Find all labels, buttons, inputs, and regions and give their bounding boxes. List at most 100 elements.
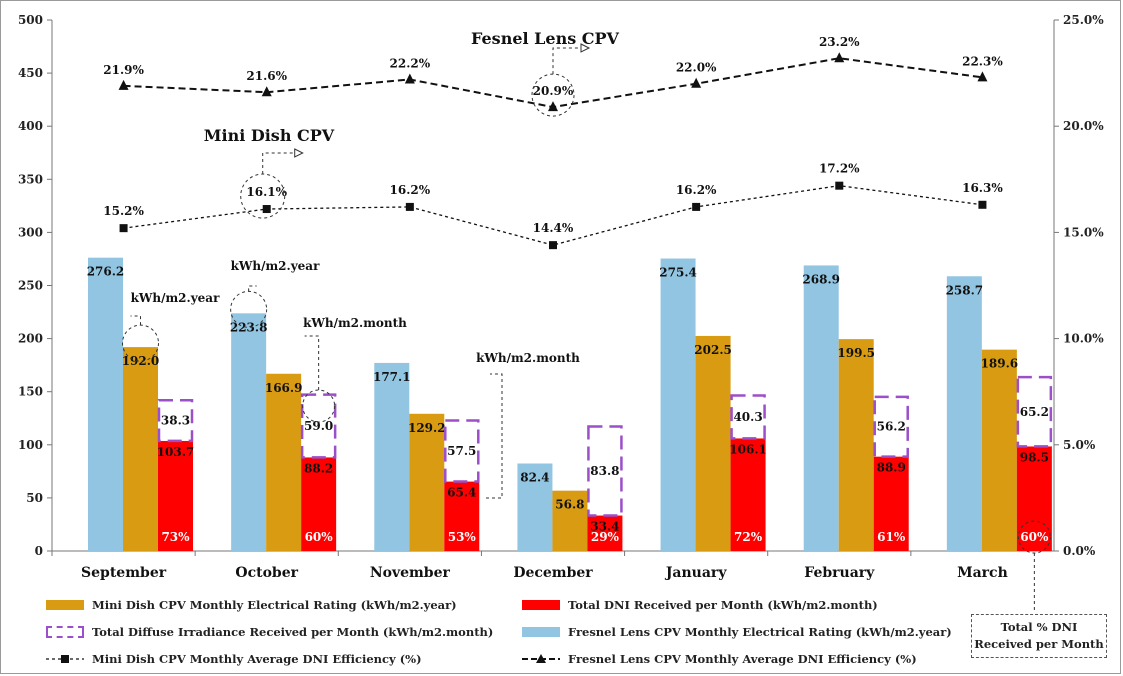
fresnel-efficiency-label: 20.9%: [533, 84, 574, 98]
bar-fresnel-rating: [374, 362, 410, 551]
bar-dni: [444, 481, 480, 551]
minidish-efficiency-marker: [835, 181, 844, 190]
fresnel-efficiency-marker: [548, 101, 558, 112]
bar-fresnel-rating: [803, 265, 839, 551]
legend-swatch-dni: [522, 600, 560, 610]
nov-month-callout-line: [486, 373, 503, 499]
y-left-tick-label: 400: [18, 119, 43, 133]
bar-dni: [301, 457, 337, 551]
legend-label-minidish-eff: Mini Dish CPV Monthly Average DNI Effici…: [92, 652, 422, 666]
legend: Mini Dish CPV Monthly Electrical Rating …: [40, 598, 952, 674]
unit-label-year-1: kWh/m2.year: [131, 291, 221, 305]
fresnel-title: Fesnel Lens CPV: [471, 29, 620, 48]
bar-label-dni-percent: 73%: [161, 530, 190, 544]
bar-label-dni: 33.4: [590, 520, 619, 534]
bar-label-fresnel-rating: 177.1: [373, 370, 411, 384]
legend-label-diffuse: Total Diffuse Irradiance Received per Mo…: [92, 625, 494, 639]
bar-diffuse: [300, 393, 337, 459]
fresnel-efficiency-label: 22.3%: [962, 54, 1003, 68]
bar-diffuse: [587, 425, 623, 517]
bar-minidish-rating: [695, 335, 731, 551]
fresnel-efficiency-marker: [261, 86, 272, 97]
minidish-efficiency-label: 16.1%: [246, 185, 287, 199]
bar-label-fresnel-rating: 223.8: [230, 320, 268, 334]
bar-label-dni-percent: 60%: [1020, 530, 1049, 544]
minidish-callout-line: [262, 152, 295, 175]
bar-label-dni-percent: 60%: [305, 530, 334, 544]
fresnel-efficiency-label: 21.6%: [246, 69, 287, 83]
fresnel-efficiency-label: 22.2%: [390, 56, 431, 70]
legend-item-minidish-rating: Mini Dish CPV Monthly Electrical Rating …: [46, 598, 457, 612]
bar-label-diffuse: 83.8: [590, 464, 619, 478]
minidish-efficiency-marker: [692, 202, 701, 211]
fresnel-efficiency-marker: [691, 77, 702, 88]
fresnel-efficiency-label: 23.2%: [819, 35, 860, 49]
y-left-tick-label: 250: [18, 279, 43, 293]
bar-label-dni: 88.9: [877, 461, 906, 475]
bar-label-diffuse: 57.5: [447, 444, 476, 458]
minidish-efficiency-marker: [549, 241, 557, 250]
x-tick-label: November: [370, 565, 451, 581]
oct-unit-callout-line: [248, 285, 257, 292]
fresnel-efficiency-label: 22.0%: [676, 61, 717, 75]
fresnel-efficiency-marker: [118, 79, 129, 90]
bar-label-dni: 65.4: [447, 486, 476, 500]
bar-fresnel-rating: [88, 257, 123, 551]
y-left-tick-label: 200: [18, 332, 43, 346]
bar-minidish-rating: [981, 349, 1017, 551]
y-right-tick-label: 5.0%: [1063, 438, 1096, 452]
bar-label-dni-percent: 72%: [734, 530, 763, 544]
minidish-callout-arrow: [294, 148, 304, 158]
y-left-tick-label: 100: [18, 438, 43, 452]
bar-fresnel-rating: [660, 258, 696, 551]
legend-swatch-minidish-eff: [46, 655, 84, 663]
x-tick-label: October: [235, 565, 298, 581]
y-right-tick-label: 10.0%: [1063, 332, 1104, 346]
minidish-efficiency-marker: [405, 202, 414, 211]
legend-item-dni: Total DNI Received per Month (kWh/m2.mon…: [522, 598, 878, 612]
legend-label-dni: Total DNI Received per Month (kWh/m2.mon…: [568, 598, 878, 612]
bar-fresnel-rating: [517, 463, 553, 551]
bar-label-dni-percent: 61%: [877, 530, 906, 544]
bar-label-diffuse: 38.3: [161, 414, 190, 428]
bar-label-diffuse: 65.2: [1020, 405, 1049, 419]
bar-label-dni: 88.2: [304, 461, 333, 475]
note-line-1: Total % DNI: [1000, 620, 1078, 634]
bar-fresnel-rating: [231, 313, 267, 551]
bar-label-diffuse: 40.3: [733, 410, 762, 424]
bar-label-minidish-rating: 56.8: [555, 498, 584, 512]
bar-label-fresnel-rating: 275.4: [659, 266, 697, 280]
y-right-tick-label: 25.0%: [1063, 13, 1104, 27]
minidish-efficiency-marker: [262, 205, 271, 214]
bar-label-dni-percent: 53%: [448, 530, 477, 544]
minidish-efficiency-label: 16.2%: [390, 183, 431, 197]
bar-minidish-rating: [266, 373, 302, 551]
fresnel-efficiency-label: 21.9%: [103, 63, 144, 77]
bar-minidish-rating: [838, 339, 874, 551]
y-left-tick-label: 300: [18, 225, 43, 239]
unit-label-month-2: kWh/m2.month: [476, 351, 580, 365]
bar-dni: [873, 456, 909, 551]
y-left-tick-label: 450: [18, 66, 43, 80]
minidish-efficiency-label: 16.2%: [676, 183, 717, 197]
legend-swatch-minidish-rating: [46, 600, 84, 610]
x-tick-label: September: [81, 565, 167, 581]
minidish-efficiency-label: 17.2%: [819, 162, 860, 176]
bar-diffuse: [157, 398, 194, 443]
bar-label-minidish-rating: 166.9: [265, 381, 303, 395]
bar-label-minidish-rating: 129.2: [408, 421, 446, 435]
bar-dni: [587, 515, 623, 551]
x-tick-label: December: [513, 565, 593, 581]
bar-label-fresnel-rating: 258.7: [946, 283, 984, 297]
y-left-tick-label: 500: [18, 13, 43, 27]
fresnel-efficiency-marker: [977, 71, 988, 82]
bar-dni: [730, 438, 766, 551]
legend-label-fresnel-eff: Fresnel Lens CPV Monthly Average DNI Eff…: [568, 652, 917, 666]
minidish-efficiency-label: 16.3%: [962, 181, 1003, 195]
bar-label-dni-percent: 29%: [591, 530, 620, 544]
bar-label-fresnel-rating: 276.2: [87, 265, 125, 279]
legend-item-fresnel-rating: Fresnel Lens CPV Monthly Electrical Rati…: [522, 625, 952, 639]
legend-item-fresnel-eff: Fresnel Lens CPV Monthly Average DNI Eff…: [522, 652, 917, 666]
